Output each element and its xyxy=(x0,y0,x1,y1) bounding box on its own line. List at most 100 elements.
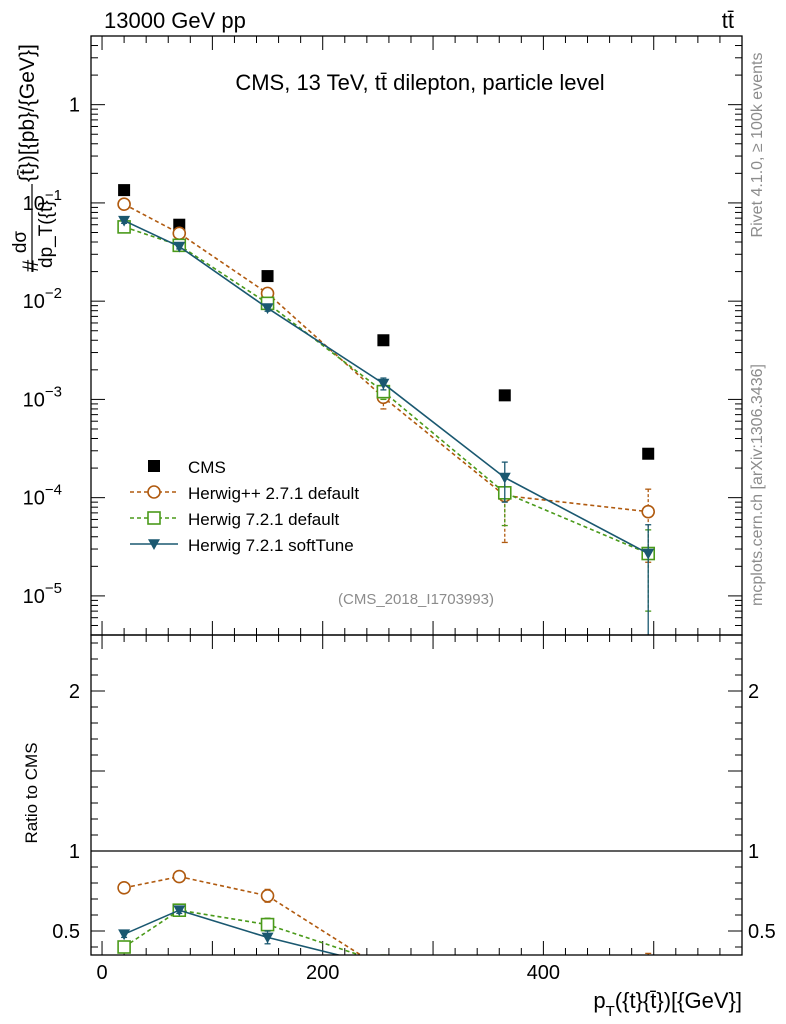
legend-label: CMS xyxy=(188,458,226,477)
y-label-tail: {t̄})[{pb}/{GeV}] xyxy=(16,44,39,182)
ratio-data-point xyxy=(173,905,186,917)
tick-exponent: −3 xyxy=(45,383,62,400)
legend-marker xyxy=(147,511,161,525)
header-final-state-label: tt̄ xyxy=(722,8,734,33)
ratio-data-point xyxy=(642,963,654,975)
ratio-data-point xyxy=(117,940,131,954)
main-data-point xyxy=(261,270,274,283)
tick-mantissa: 10 xyxy=(23,488,45,510)
main-data-point xyxy=(118,184,131,197)
ratio-y-tick-label-right: 0.5 xyxy=(748,921,776,943)
main-y-tick-label: 10−4 xyxy=(23,482,62,510)
main-data-point xyxy=(498,472,511,484)
main-data-point xyxy=(117,197,131,212)
main-y-axis-label: # dσ dp_T({t} {t̄})[{pb}/{GeV}] xyxy=(10,44,57,272)
x-label-sub: T xyxy=(606,1003,615,1020)
ratio-data-point xyxy=(261,932,274,944)
main-panel: 110−110−210−310−410−5 CMS, 13 TeV, tt̄ d… xyxy=(23,35,743,636)
tick-exponent: −1 xyxy=(45,187,62,204)
main-y-tick-label: 1 xyxy=(69,95,80,117)
ratio-frame xyxy=(90,634,743,956)
main-series-group xyxy=(117,184,656,635)
legend-label: Herwig 7.2.1 softTune xyxy=(188,536,354,555)
svg-text:dσ: dσ xyxy=(10,231,31,254)
legend-label: Herwig++ 2.7.1 default xyxy=(188,484,359,503)
legend-marker xyxy=(148,460,160,472)
main-series-line xyxy=(123,226,649,555)
ratio-data-point xyxy=(172,869,187,884)
main-series-0 xyxy=(118,184,655,460)
svg-text:{t̄})[{pb}/{GeV}]: {t̄})[{pb}/{GeV}] xyxy=(16,44,39,182)
ratio-y-tick-label-left: 0.5 xyxy=(52,921,80,943)
main-data-point xyxy=(173,241,186,253)
ratio-data-point xyxy=(117,880,131,895)
ratio-data-point xyxy=(499,989,511,1001)
main-axis-ticks xyxy=(91,35,742,636)
tick-mantissa: 10 xyxy=(23,389,45,411)
ratio-panel: 0.5 0.5 1 1 2 2 0 200 400 xyxy=(52,634,776,1002)
main-y-tick-label: 10−1 xyxy=(23,187,62,215)
header-process-label: 13000 GeV pp xyxy=(104,8,246,33)
x-tick-label: 0 xyxy=(96,962,107,984)
ratio-data-point xyxy=(118,929,131,941)
ratio-axis-ticks xyxy=(91,635,742,955)
main-y-tick-label: 10−5 xyxy=(23,580,62,608)
ratio-y-tick-label-left: 1 xyxy=(69,841,80,863)
main-data-point xyxy=(498,389,511,402)
x-tick-label: 400 xyxy=(527,962,560,984)
ratio-y-tick-label-right: 2 xyxy=(748,681,759,703)
main-data-point xyxy=(377,334,390,347)
chart-title: CMS, 13 TeV, tt̄ dilepton, particle leve… xyxy=(235,70,604,95)
ratio-data-point xyxy=(499,984,511,995)
ratio-data-point xyxy=(260,888,275,903)
main-data-point xyxy=(642,548,655,560)
tick-exponent: −2 xyxy=(45,285,62,302)
tick-mantissa: 10 xyxy=(23,586,45,608)
ratio-series-line xyxy=(123,909,362,955)
ratio-series-group xyxy=(117,869,654,1002)
svg-text:#: # xyxy=(18,259,43,272)
rivet-version-label: Rivet 4.1.0, ≥ 100k events xyxy=(749,53,766,238)
mcplots-label: mcplots.cern.ch [arXiv:1306.3436] xyxy=(749,364,766,606)
tick-mantissa: 1 xyxy=(69,95,80,117)
main-y-tick-label: 10−2 xyxy=(23,285,62,313)
tick-exponent: −5 xyxy=(45,580,62,597)
y-label-hash: # xyxy=(18,259,43,272)
x-axis-label: pT({t}{t̄})[{GeV}] xyxy=(593,988,742,1020)
tick-mantissa: 10 xyxy=(23,291,45,313)
x-tick-label: 200 xyxy=(306,962,339,984)
main-y-tick-label: 10−3 xyxy=(23,383,62,411)
x-label-p: p xyxy=(593,988,605,1013)
ratio-series-0 xyxy=(117,869,654,1002)
ratio-data-point xyxy=(377,957,389,969)
ratio-data-point xyxy=(377,963,389,975)
legend-marker xyxy=(148,539,160,550)
main-data-point xyxy=(377,378,390,390)
ratio-tick-labels: 0.5 0.5 1 1 2 2 0 200 400 xyxy=(52,681,776,984)
ratio-data-point xyxy=(499,990,511,1002)
ratio-y-axis-label: Ratio to CMS xyxy=(22,742,41,843)
main-data-point xyxy=(642,447,655,460)
main-series-line xyxy=(123,219,649,555)
legend-marker xyxy=(147,485,161,499)
main-data-point xyxy=(118,215,131,227)
legend-label: Herwig 7.2.1 default xyxy=(188,510,339,529)
y-label-denominator: dp_T({t} xyxy=(36,200,57,268)
ratio-series-2 xyxy=(118,905,511,995)
main-series-3 xyxy=(118,215,655,635)
ratio-y-tick-label-right: 1 xyxy=(748,841,759,863)
main-data-point xyxy=(172,226,187,241)
main-y-tick-labels: 110−110−210−310−410−5 xyxy=(23,95,80,608)
ratio-data-point xyxy=(260,917,275,932)
ratio-data-point xyxy=(377,961,389,972)
svg-text:dp_T({t}: dp_T({t} xyxy=(36,200,57,268)
y-label-numerator: dσ xyxy=(10,231,31,254)
tick-mantissa: 10 xyxy=(23,193,45,215)
ratio-y-tick-label-left: 2 xyxy=(69,681,80,703)
ratio-series-line xyxy=(123,909,342,955)
ratio-series-line xyxy=(123,875,363,955)
analysis-watermark: (CMS_2018_I1703993) xyxy=(338,591,494,608)
main-data-point xyxy=(261,303,274,315)
legend: CMS Herwig++ 2.7.1 default Herwig 7.2.1 de… xyxy=(130,458,359,555)
